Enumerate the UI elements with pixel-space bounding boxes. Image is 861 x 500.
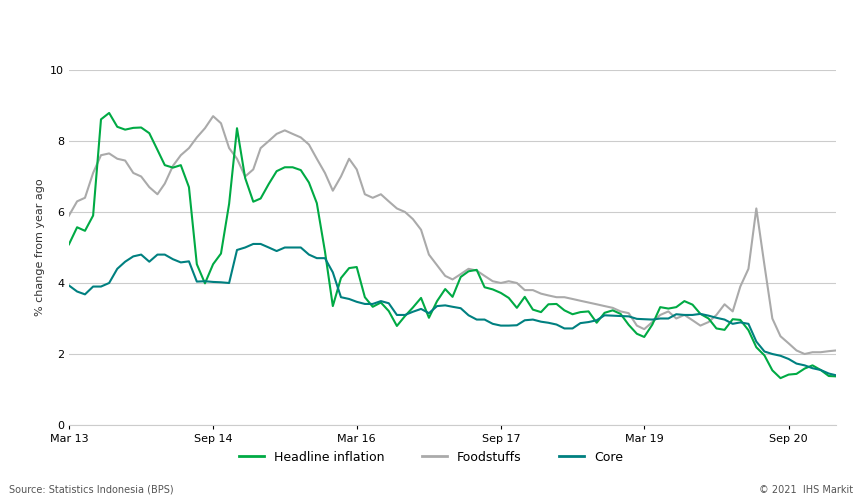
Text: Inflationary pressures are negligible, at best: Inflationary pressures are negligible, a… [9,24,429,42]
Text: © 2021  IHS Markit: © 2021 IHS Markit [759,485,852,495]
Y-axis label: % change from year ago: % change from year ago [34,178,45,316]
Legend: Headline inflation, Foodstuffs, Core: Headline inflation, Foodstuffs, Core [233,446,628,469]
Text: Source: Statistics Indonesia (BPS): Source: Statistics Indonesia (BPS) [9,485,173,495]
